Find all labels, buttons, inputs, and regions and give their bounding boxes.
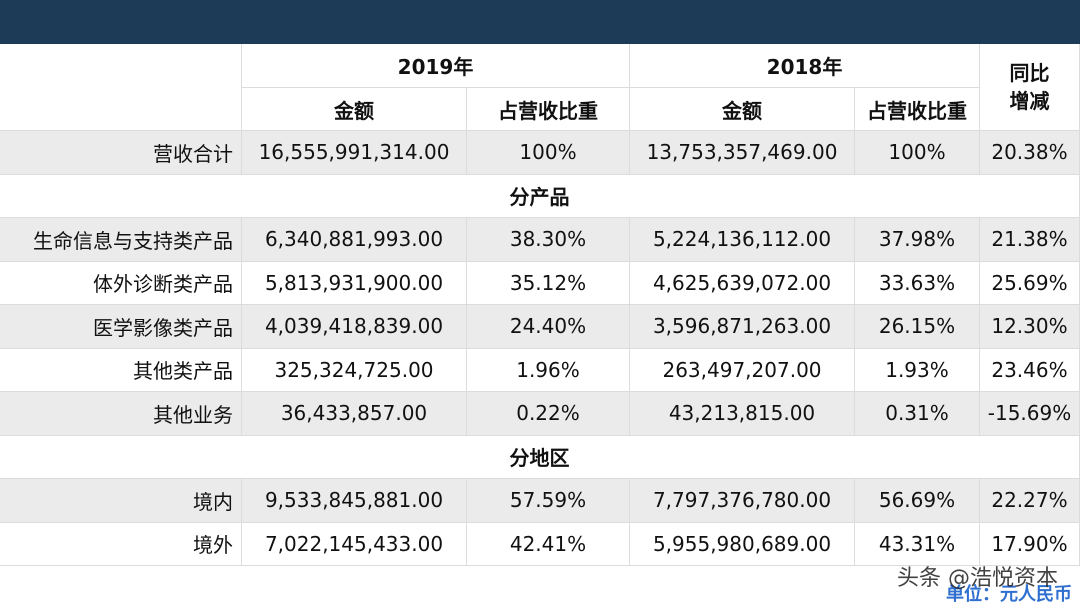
cell: 43.31% — [855, 522, 980, 566]
header-corner — [0, 44, 242, 131]
sub-header: 金额 — [242, 88, 467, 131]
cell: 7,797,376,780.00 — [630, 479, 855, 523]
cell: 263,497,207.00 — [630, 348, 855, 392]
year-header: 2018年 — [630, 44, 980, 88]
section-row: 分产品 — [0, 174, 1080, 218]
cell: 9,533,845,881.00 — [242, 479, 467, 523]
cell: 4,625,639,072.00 — [630, 261, 855, 305]
cell: 24.40% — [467, 305, 630, 349]
yoy-header: 同比增减 — [980, 44, 1080, 131]
row-label: 其他业务 — [0, 392, 242, 436]
cell: 23.46% — [980, 348, 1080, 392]
cell: 0.31% — [855, 392, 980, 436]
cell: 20.38% — [980, 131, 1080, 175]
cell: 26.15% — [855, 305, 980, 349]
cell: 43,213,815.00 — [630, 392, 855, 436]
cell: 33.63% — [855, 261, 980, 305]
cell: 1.96% — [467, 348, 630, 392]
cell: 3,596,871,263.00 — [630, 305, 855, 349]
cell: 100% — [855, 131, 980, 175]
sub-header: 占营收比重 — [467, 88, 630, 131]
cell: 25.69% — [980, 261, 1080, 305]
cell: 21.38% — [980, 218, 1080, 262]
cell: 38.30% — [467, 218, 630, 262]
cell: 5,955,980,689.00 — [630, 522, 855, 566]
row-label: 体外诊断类产品 — [0, 261, 242, 305]
cell: 37.98% — [855, 218, 980, 262]
row-label: 境外 — [0, 522, 242, 566]
top-bar — [0, 0, 1080, 44]
sub-header: 金额 — [630, 88, 855, 131]
cell: 5,813,931,900.00 — [242, 261, 467, 305]
row-label: 其他类产品 — [0, 348, 242, 392]
cell: -15.69% — [980, 392, 1080, 436]
cell: 13,753,357,469.00 — [630, 131, 855, 175]
cell: 100% — [467, 131, 630, 175]
row-label: 医学影像类产品 — [0, 305, 242, 349]
cell: 42.41% — [467, 522, 630, 566]
cell: 0.22% — [467, 392, 630, 436]
cell: 6,340,881,993.00 — [242, 218, 467, 262]
cell: 57.59% — [467, 479, 630, 523]
watermark: 头条 @浩悦资本 — [897, 566, 1058, 591]
section-row: 分地区 — [0, 435, 1080, 479]
cell: 4,039,418,839.00 — [242, 305, 467, 349]
cell: 5,224,136,112.00 — [630, 218, 855, 262]
unit-note: 单位：元人民币 — [946, 584, 1072, 605]
cell: 17.90% — [980, 522, 1080, 566]
sub-header: 占营收比重 — [855, 88, 980, 131]
cell: 7,022,145,433.00 — [242, 522, 467, 566]
cell: 1.93% — [855, 348, 980, 392]
row-label: 营收合计 — [0, 131, 242, 175]
row-label: 生命信息与支持类产品 — [0, 218, 242, 262]
cell: 35.12% — [467, 261, 630, 305]
cell: 36,433,857.00 — [242, 392, 467, 436]
year-header: 2019年 — [242, 44, 630, 88]
cell: 12.30% — [980, 305, 1080, 349]
cell: 325,324,725.00 — [242, 348, 467, 392]
row-label: 境内 — [0, 479, 242, 523]
cell: 16,555,991,314.00 — [242, 131, 467, 175]
cell: 22.27% — [980, 479, 1080, 523]
cell: 56.69% — [855, 479, 980, 523]
